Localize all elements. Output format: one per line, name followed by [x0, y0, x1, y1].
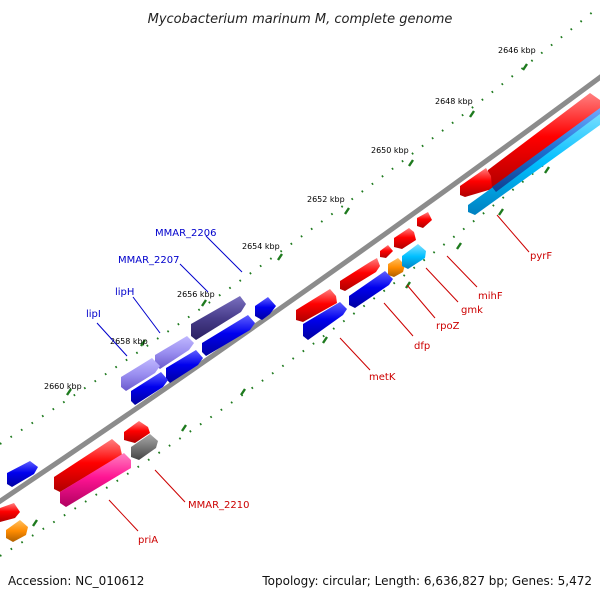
gene-label-MMAR_2210: MMAR_2210 [188, 500, 250, 511]
feature-forward-red [54, 439, 122, 492]
feature-orange [388, 258, 405, 277]
feature-forward-red [380, 245, 393, 258]
feature-reverse-blue [255, 297, 276, 320]
genome-info-text: Topology: circular; Length: 6,636,827 bp… [262, 574, 592, 588]
feature-reverse-blue [131, 372, 168, 405]
feature-blue-cyan [492, 108, 600, 192]
feature-forward-red [488, 93, 600, 190]
feature-purple-light [155, 336, 194, 369]
genome-backbone [0, 74, 600, 505]
gene-label-MMAR_2207: MMAR_2207 [118, 255, 180, 266]
inner-tick-arc [0, 117, 600, 557]
tick-label: 2660 kbp [44, 382, 82, 391]
major-ticks-outer [66, 63, 528, 396]
leader-lines [96, 214, 530, 532]
feature-reverse-blue [202, 315, 255, 356]
feature-forward-red [340, 258, 380, 291]
feature-gray [131, 434, 158, 460]
feature-reverse-blue [303, 302, 347, 340]
feature-forward-red [124, 421, 150, 443]
tick-label: 2658 kbp [110, 337, 148, 346]
gene-label-gmk: gmk [461, 305, 483, 316]
tick-label: 2652 kbp [307, 195, 345, 204]
gene-label-lipH: lipH [115, 287, 134, 298]
gene-label-rpoZ: rpoZ [436, 321, 460, 332]
gene-labels: MMAR_2206 MMAR_2207 lipH lipI pyrF mihF … [86, 228, 552, 546]
major-ticks-inner [32, 166, 550, 527]
feature-forward-red [417, 212, 432, 228]
tick-labels: 2646 kbp 2648 kbp 2650 kbp 2652 kbp 2654… [44, 46, 536, 391]
feature-reverse-blue [349, 271, 393, 308]
feature-forward-red [0, 503, 20, 522]
gene-label-lipI: lipI [86, 309, 101, 320]
feature-orange [6, 520, 28, 542]
gene-label-mihF: mihF [478, 291, 503, 302]
feature-forward-red [460, 168, 492, 197]
tick-label: 2648 kbp [435, 97, 473, 106]
tick-track [0, 5, 600, 557]
feature-reverse-blue [166, 350, 203, 383]
tick-label: 2650 kbp [371, 146, 409, 155]
gene-label-MMAR_2206: MMAR_2206 [155, 228, 217, 239]
tick-label: 2656 kbp [177, 290, 215, 299]
gene-label-pyrF: pyrF [530, 251, 552, 262]
gene-label-dfp: dfp [414, 341, 430, 352]
feature-cyan [402, 244, 426, 269]
tick-label: 2654 kbp [242, 242, 280, 251]
tick-label: 2646 kbp [498, 46, 536, 55]
feature-reverse-blue [7, 461, 38, 487]
gene-label-priA: priA [138, 535, 158, 546]
feature-purple-light [121, 358, 160, 391]
feature-purple-dark [191, 296, 246, 340]
accession-text: Accession: NC_010612 [8, 574, 145, 588]
feature-forward-red [296, 289, 337, 322]
features [0, 93, 600, 542]
feature-pink [60, 453, 131, 507]
feature-forward-red [394, 228, 416, 249]
outer-tick-arc [0, 5, 600, 445]
map-title: Mycobacterium marinum M, complete genome [148, 12, 453, 27]
gene-label-metK: metK [369, 372, 396, 383]
